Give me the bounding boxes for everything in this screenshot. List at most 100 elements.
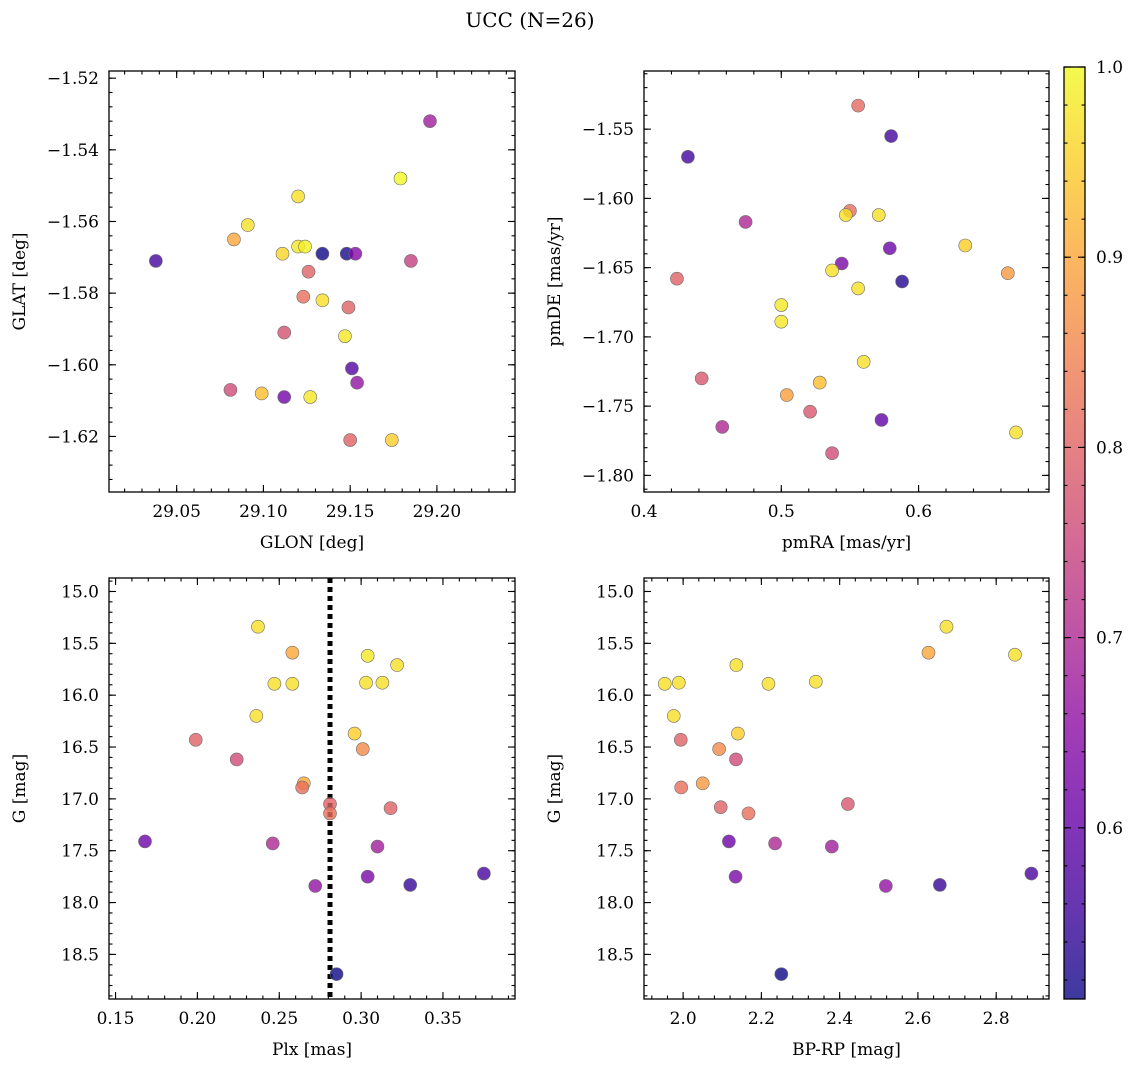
scatter-point (385, 433, 399, 447)
scatter-point (738, 215, 753, 229)
scatter-point (338, 329, 352, 343)
scatter-point (722, 834, 736, 849)
scatter-point (774, 298, 789, 312)
scatter-point (138, 834, 152, 849)
scatter-point (277, 390, 292, 404)
x-tick-label: 0.25 (260, 1009, 298, 1029)
x-axis-label: BP-RP [mag] (792, 1040, 901, 1060)
colorbar-tick-label: 0.9 (1096, 248, 1123, 268)
axes-frame (108, 70, 516, 493)
y-tick-label: −1.75 (582, 397, 634, 417)
scatter-point (359, 675, 373, 690)
scatter-point (1008, 647, 1022, 662)
scatter-point (229, 752, 244, 767)
y-tick-label: 18.0 (596, 894, 634, 914)
scatter-point (298, 239, 312, 254)
scatter-point (674, 780, 688, 795)
x-tick-label: 2.8 (983, 1009, 1010, 1029)
scatter-point (275, 246, 290, 261)
y-tick-label: −1.80 (582, 466, 634, 486)
y-axis-label: G [mag] (10, 754, 30, 823)
scatter-point (383, 801, 398, 816)
scatter-point (370, 839, 385, 854)
y-tick-label: 16.0 (596, 686, 634, 706)
scatter-point (695, 776, 710, 791)
scatter-point (291, 189, 305, 204)
scatter-point (149, 254, 163, 268)
y-tick-label: 17.0 (596, 790, 634, 810)
x-tick-label: 2.2 (748, 1009, 775, 1029)
scatter-point (477, 866, 491, 881)
x-axis-label: Plx [mas] (272, 1040, 352, 1060)
scatter-point (825, 446, 839, 461)
scatter-point (825, 263, 839, 278)
x-tick-label: 29.15 (326, 502, 375, 522)
scatter-point (895, 274, 909, 289)
scatter-point (301, 264, 316, 279)
scatter-point (834, 256, 849, 271)
scatter-point (375, 675, 390, 690)
scatter-point (672, 675, 686, 690)
y-tick-label: 16.5 (61, 738, 99, 758)
scatter-point (1024, 866, 1039, 881)
x-tick-label: 2.6 (904, 1009, 931, 1029)
scatter-point (774, 967, 789, 981)
scatter-point (657, 676, 672, 691)
scatter-point (884, 129, 898, 143)
scatter-point (779, 388, 794, 402)
y-tick-label: 16.0 (61, 686, 99, 706)
scatter-point (348, 246, 363, 261)
y-tick-label: 16.5 (596, 738, 634, 758)
scatter-point (393, 171, 408, 186)
y-tick-label: −1.58 (47, 284, 99, 304)
scatter-point (729, 752, 743, 767)
subplot-glon-glat: 29.05 29.10 29.15 29.20 −1.52 −1.54 −1.56 −1.58… (10, 69, 516, 553)
scatter-point (315, 293, 330, 308)
colorbar-frame (1063, 66, 1086, 1000)
scatter-point (249, 709, 264, 723)
scatter-point (227, 232, 241, 247)
scatter-point (265, 836, 280, 851)
colorbar-tick-label: 0.6 (1096, 819, 1123, 839)
x-tick-label: 29.20 (413, 502, 462, 522)
scatter-point (360, 869, 375, 884)
colorbar-tick-label: 0.7 (1096, 629, 1123, 649)
scatter-point (712, 742, 726, 756)
scatter-point (277, 325, 292, 340)
scatter-point (308, 879, 323, 893)
y-tick-label: −1.52 (47, 69, 99, 89)
axes-frame (643, 70, 1050, 493)
y-tick-label: −1.65 (582, 259, 634, 279)
axes-frame (108, 577, 516, 1000)
y-tick-label: −1.62 (47, 427, 99, 447)
scatter-point (803, 404, 817, 419)
scatter-point (812, 375, 827, 390)
scatter-point (341, 300, 356, 315)
scatter-point (241, 218, 255, 232)
y-tick-label: −1.54 (47, 141, 99, 161)
scatter-point (856, 355, 871, 369)
y-tick-label: 17.5 (61, 842, 99, 862)
y-tick-label: 15.5 (596, 634, 634, 654)
scatter-point (774, 314, 789, 329)
scatter-point (768, 836, 782, 851)
scatter-point (390, 658, 404, 672)
scatter-point (329, 967, 344, 981)
scatter-point (666, 709, 681, 723)
scatter-point (1009, 425, 1023, 440)
scatter-point (345, 361, 359, 376)
scatter-point (851, 281, 865, 296)
scatter-point (825, 839, 839, 854)
scatter-point (188, 732, 203, 747)
scatter-point (939, 619, 954, 634)
scatter-point (958, 238, 973, 253)
x-axis-label: GLON [deg] (260, 533, 364, 553)
y-tick-label: 15.5 (61, 634, 99, 654)
scatter-point (254, 386, 269, 401)
y-tick-label: 18.5 (596, 945, 634, 965)
x-axis-label: pmRA [mas/yr] (782, 533, 911, 553)
x-tick-label: 0.5 (768, 502, 795, 522)
y-tick-label: 17.5 (596, 842, 634, 862)
y-tick-label: 17.0 (61, 790, 99, 810)
x-tick-label: 0.6 (905, 502, 932, 522)
